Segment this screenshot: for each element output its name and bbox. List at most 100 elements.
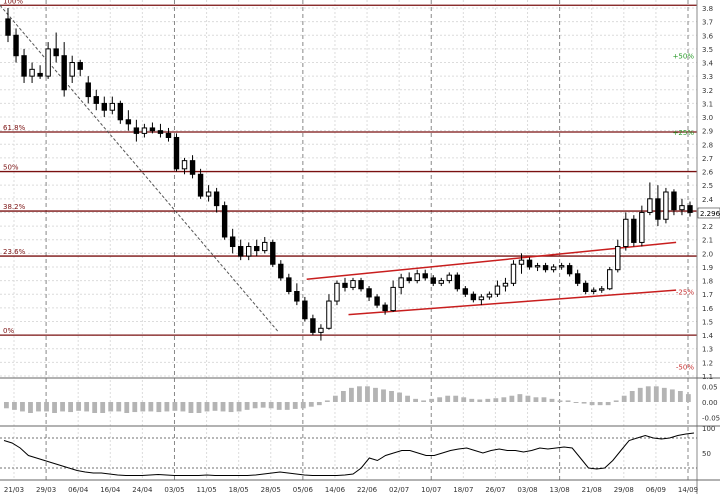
projection-label: -50% bbox=[676, 363, 694, 371]
date-tick-label: 06/09 bbox=[646, 486, 666, 494]
oscillator-1-bar bbox=[196, 402, 202, 413]
candle-down bbox=[358, 280, 364, 290]
projection-labels: +50% +25% -25% -50% bbox=[673, 53, 695, 372]
oscillator-1-bar bbox=[228, 402, 234, 413]
candle-down bbox=[278, 263, 284, 279]
oscillator-1-bar bbox=[365, 386, 370, 402]
oscillator-1-bar bbox=[212, 402, 218, 411]
oscillator-1-bar bbox=[132, 402, 138, 413]
oscillator-1-bar bbox=[76, 402, 82, 411]
fibonacci-label: 38.2% bbox=[3, 203, 26, 211]
oscillator-1-bar bbox=[613, 400, 619, 402]
candle-up bbox=[350, 280, 356, 288]
oscillator-1-bar bbox=[597, 402, 603, 406]
oscillator-1-bar bbox=[413, 398, 418, 402]
oscillator-1-bar bbox=[292, 402, 298, 409]
candle-up bbox=[446, 274, 452, 282]
oscillator-1-bar bbox=[501, 397, 507, 402]
oscillator-1-bar bbox=[349, 387, 354, 402]
candle-down bbox=[37, 72, 43, 77]
candle-down bbox=[213, 191, 220, 207]
candle-down bbox=[470, 293, 477, 301]
oscillator-1-bar bbox=[621, 395, 627, 402]
price-tick-label: 2.0 bbox=[702, 250, 713, 258]
oscillator-1-bar bbox=[493, 398, 499, 402]
candle-up bbox=[623, 218, 629, 248]
price-tick-label: 1.8 bbox=[702, 278, 713, 286]
oscillator-1-bar bbox=[669, 389, 675, 402]
oscillator-1-bar bbox=[453, 395, 459, 402]
price-tick-label: 3.0 bbox=[702, 114, 713, 122]
candle-down bbox=[655, 198, 661, 220]
oscillator-1-bar bbox=[485, 398, 491, 402]
date-tick-label: 03/08 bbox=[517, 486, 537, 494]
date-tick-label: 21/03 bbox=[4, 486, 24, 494]
candle-down bbox=[342, 282, 348, 288]
price-tick-label: 1.5 bbox=[702, 318, 713, 326]
date-tick-label: 13/08 bbox=[550, 486, 570, 494]
oscillator-1-bar bbox=[12, 402, 17, 410]
date-tick-label: 14/09 bbox=[678, 486, 698, 494]
candle-down bbox=[582, 282, 589, 292]
candle-up bbox=[414, 273, 420, 282]
candle-down bbox=[13, 34, 19, 57]
oscillator-1-bar bbox=[437, 397, 443, 402]
date-tick-label: 21/08 bbox=[582, 486, 602, 494]
oscillator-1-bar bbox=[405, 395, 410, 402]
last-price-box bbox=[697, 207, 720, 219]
oscillator-1-bar bbox=[124, 402, 130, 413]
candle-down bbox=[566, 265, 573, 275]
oscillator-1-bar bbox=[645, 386, 651, 402]
candle-up bbox=[679, 205, 685, 211]
price-tick-label: 2.7 bbox=[702, 155, 713, 163]
oscillator-1-bar bbox=[461, 397, 467, 402]
candle-down bbox=[101, 102, 107, 111]
candle-down bbox=[61, 55, 67, 91]
date-tick-label: 05/06 bbox=[293, 486, 314, 494]
candle-up bbox=[550, 266, 557, 271]
price-tick-label: 2.1 bbox=[702, 237, 713, 245]
candle-down bbox=[85, 82, 91, 98]
price-tick-label: 2.2 bbox=[702, 223, 713, 231]
oscillator-1-bar bbox=[637, 387, 643, 402]
candle-down bbox=[5, 18, 11, 36]
candle-up bbox=[246, 246, 252, 257]
oscillator-1-bar bbox=[677, 391, 683, 402]
date-tick-label: 18/05 bbox=[229, 486, 249, 494]
candle-down bbox=[366, 288, 372, 298]
date-axis: 21/03 29/03 06/04 16/04 24/04 03/05 11/05 18/05… bbox=[4, 486, 698, 494]
oscillator-1-bar bbox=[268, 402, 274, 409]
price-tick-label: 3.2 bbox=[702, 87, 713, 95]
candle-down bbox=[270, 241, 276, 265]
price-tick-label: 3.6 bbox=[702, 32, 714, 40]
oscillator-1-tick: 0.00 bbox=[702, 399, 718, 407]
oscillator-1-bar bbox=[549, 398, 555, 402]
candle-up bbox=[390, 286, 396, 312]
date-tick-label: 03/05 bbox=[164, 486, 184, 494]
fibonacci-label: 0% bbox=[3, 327, 14, 335]
price-tick-label: 1.2 bbox=[702, 359, 713, 367]
candle-down bbox=[462, 288, 469, 295]
candle-down bbox=[77, 62, 83, 70]
oscillator-1-bar bbox=[581, 402, 587, 404]
candle-down bbox=[430, 277, 436, 284]
candle-up bbox=[615, 246, 621, 271]
oscillator-1-bar bbox=[685, 394, 691, 402]
candle-down bbox=[302, 300, 308, 320]
candle-up bbox=[663, 191, 669, 220]
oscillator-1-bar bbox=[308, 402, 314, 407]
candle-down bbox=[631, 218, 637, 243]
candle-up bbox=[599, 288, 605, 291]
date-tick-label: 18/07 bbox=[453, 486, 473, 494]
candle-down bbox=[229, 236, 236, 248]
candle-down bbox=[526, 259, 533, 268]
oscillator-1-bar bbox=[300, 402, 306, 409]
oscillator-1-bar bbox=[260, 402, 266, 408]
candlesticks bbox=[5, 8, 693, 341]
oscillator-1-bar bbox=[324, 400, 330, 402]
oscillator-1-bar bbox=[565, 400, 571, 402]
oscillator-1-bar bbox=[517, 394, 523, 402]
price-tick-label: 3.8 bbox=[702, 5, 713, 13]
price-grid bbox=[0, 7, 697, 377]
